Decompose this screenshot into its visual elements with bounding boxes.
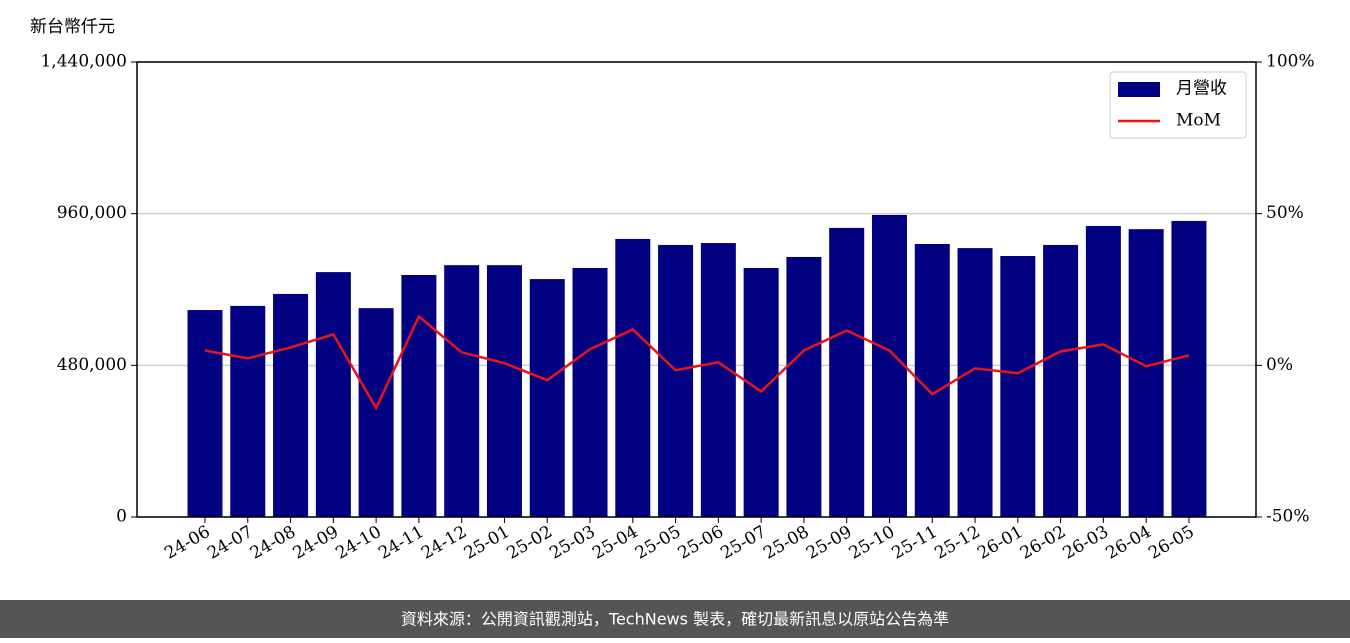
bar [786,256,822,517]
x-tick-label: 25-07 [717,522,769,564]
x-tick-label: 25-06 [675,522,727,564]
bar [1171,220,1207,517]
x-tick-label: 24-12 [418,522,470,564]
x-tick-label: 26-05 [1145,522,1197,564]
bar [829,227,865,517]
x-tick-label: 25-09 [803,522,855,564]
x-tick-label: 24-09 [290,522,342,564]
x-tick-label: 24-08 [247,522,299,564]
bar [1128,229,1164,518]
bar [957,248,993,517]
bar [486,265,522,517]
x-tick-label: 25-11 [889,522,941,564]
bar [1043,244,1079,517]
x-tick-label: 26-04 [1102,522,1154,564]
x-tick-label: 25-12 [931,522,983,564]
x-tick-label: 24-06 [161,522,213,564]
x-tick-label: 25-02 [504,522,556,564]
y-tick-label: 960,000 [57,203,127,223]
bar [658,244,694,517]
bar [187,310,223,517]
bar [1000,256,1036,517]
y2-tick-label: -50% [1266,507,1310,527]
y-tick-label: 480,000 [57,355,127,375]
bar [230,305,266,517]
y2-tick-label: 0% [1266,355,1293,375]
x-tick-label: 24-10 [332,522,384,564]
legend-label: MoM [1176,111,1221,131]
y-axis-label: 新台幣仟元 [30,17,115,37]
x-tick-label: 24-11 [375,522,427,564]
bar [871,214,907,518]
legend-label: 月營收 [1176,79,1227,99]
y2-tick-label: 50% [1266,203,1304,223]
bar [401,274,437,517]
x-tick-label: 25-01 [461,522,513,564]
x-tick-label: 26-02 [1017,522,1069,564]
line [204,314,1190,411]
bar [700,243,736,518]
y2-tick-label: 100% [1266,52,1315,72]
bar [358,308,394,517]
bar [615,238,651,517]
bar [273,293,309,517]
x-tick-label: 25-10 [846,522,898,564]
footer-text: 資料來源：公開資訊觀測站，TechNews 製表，確切最新訊息以原站公告為準 [401,610,949,629]
footer-bar [0,600,1350,638]
x-tick-label: 25-08 [760,522,812,564]
x-tick-label: 26-01 [974,522,1026,564]
plot-frame [136,61,1257,518]
bar [444,265,480,517]
x-tick-label: 25-03 [546,522,598,564]
bar [529,279,565,517]
bar [1085,225,1121,518]
legend-swatch [1118,82,1160,97]
y-tick-label: 0 [116,507,127,527]
x-tick-label: 25-05 [632,522,684,564]
x-tick-label: 25-04 [589,522,641,564]
x-tick-label: 26-03 [1060,522,1112,564]
bar [572,268,608,517]
x-tick-label: 24-07 [204,522,256,564]
bar [315,272,351,517]
y-tick-label: 1,440,000 [40,52,127,72]
